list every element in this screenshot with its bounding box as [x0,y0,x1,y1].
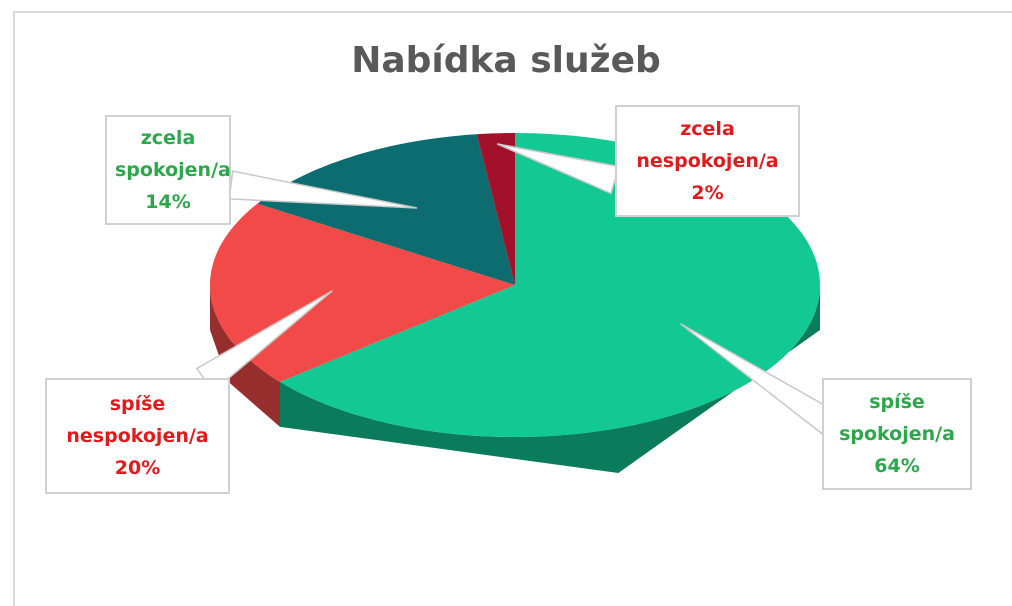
data-label: zcela spokojen/a 14% [105,115,231,225]
data-label-value: 64% [874,455,920,477]
data-label: zcela nespokojen/a 2% [615,105,800,217]
chart-frame [13,11,1012,606]
data-label-category: zcela nespokojen/a [636,118,779,172]
data-label-category: spíše spokojen/a [839,391,955,445]
data-label-category: zcela spokojen/a [115,127,231,181]
data-label-value: 20% [114,457,161,479]
data-label-value: 2% [691,182,724,204]
data-label: spíše spokojen/a 64% [822,378,972,490]
slice [257,134,515,285]
slice [210,203,515,382]
data-label: spíše nespokojen/a 20% [45,378,230,494]
leader-line [228,170,418,209]
chart-title: Nabídka služeb [351,40,661,81]
data-label-category: spíše nespokojen/a [66,393,209,447]
slice [476,133,515,285]
data-label-value: 14% [145,191,191,213]
